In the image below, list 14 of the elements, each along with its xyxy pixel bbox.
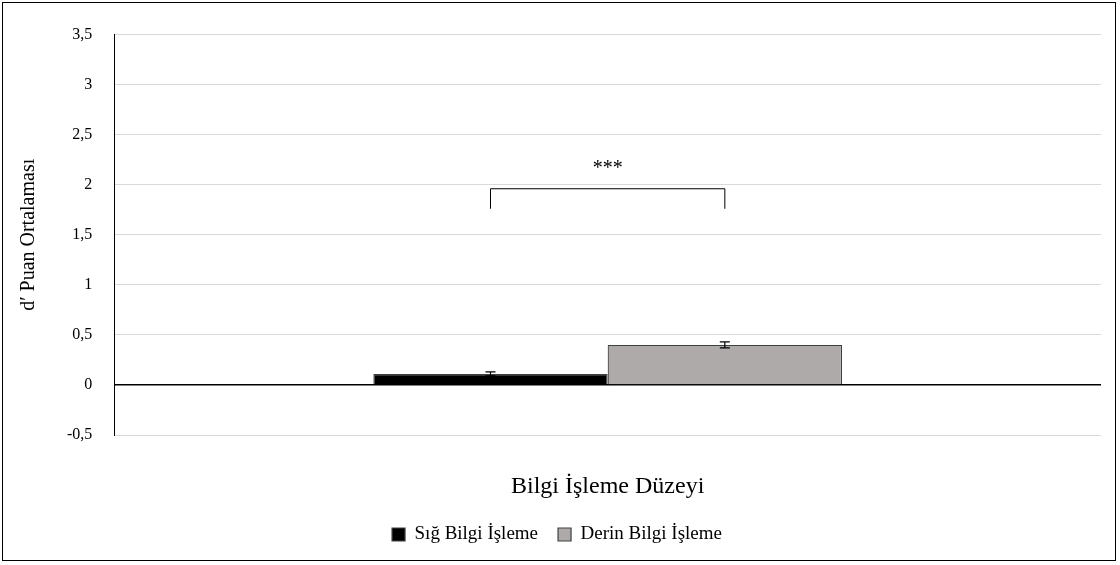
y-tick-label: 0 bbox=[84, 375, 93, 393]
y-axis-title: d′ Puan Ortalaması bbox=[16, 158, 39, 311]
y-tick-label: 1,5 bbox=[72, 225, 93, 242]
y-tick-label: 2 bbox=[84, 174, 93, 192]
y-tick-label: 3 bbox=[84, 74, 93, 92]
y-tick-label: 3,5 bbox=[72, 24, 93, 42]
legend-label: Derin Bilgi İşleme bbox=[580, 522, 722, 544]
y-tick-label: -0,5 bbox=[67, 425, 93, 443]
annotation: *** bbox=[592, 156, 623, 178]
y-tick-label: 1 bbox=[84, 275, 93, 293]
y-tick-label: 0,5 bbox=[72, 325, 93, 343]
legend-label: Sığ Bilgi İşleme bbox=[414, 522, 539, 544]
x-axis-title: Bilgi İşleme Düzeyi bbox=[511, 471, 705, 498]
y-tick-label: 2,5 bbox=[72, 124, 93, 142]
